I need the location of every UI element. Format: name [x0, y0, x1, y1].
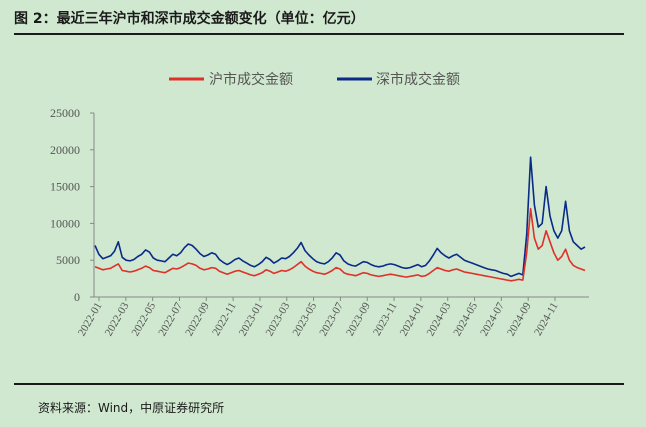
- series-lines: [94, 156, 586, 282]
- x-tick-label: 2022-11: [210, 301, 239, 338]
- legend-label-sz: 深市成交金额: [376, 71, 460, 88]
- x-tick-label: 2023-11: [371, 301, 400, 338]
- footer-divider: [14, 383, 624, 385]
- figure-title: 图 2：最近三年沪市和深市成交金额变化（单位：亿元）: [14, 11, 365, 27]
- x-tick-label: 2024-05: [451, 300, 480, 338]
- x-tick-label: 2022-01: [76, 301, 105, 339]
- series-line-sh: [94, 207, 586, 282]
- x-tick-label: 2023-03: [264, 300, 293, 338]
- x-tick-label: 2023-01: [237, 301, 266, 339]
- source-note: 资料来源：Wind，中原证券研究所: [38, 401, 225, 415]
- x-tick-label: 2022-03: [103, 300, 132, 338]
- x-tick-label: 2022-07: [156, 300, 185, 338]
- y-tick-label: 25000: [50, 106, 80, 120]
- y-tick-label: 0: [74, 290, 80, 304]
- x-tick-label: 2024-11: [532, 301, 561, 338]
- chart-legend: 沪市成交金额 深市成交金额: [169, 71, 460, 88]
- y-tick-label: 10000: [50, 216, 80, 230]
- x-tick-label: 2024-07: [478, 300, 507, 338]
- x-tick-label: 2024-09: [505, 300, 534, 338]
- x-tick-label: 2024-01: [398, 301, 427, 339]
- title-divider: [14, 33, 624, 35]
- line-chart: 沪市成交金额 深市成交金额 0500010000150002000025000 …: [50, 71, 589, 338]
- y-axis-ticks: 0 5000 10000 15000 20000 25000: [50, 106, 94, 304]
- x-axis-ticks: 2022-012022-032022-052022-072022-092022-…: [76, 297, 561, 338]
- x-tick-label: 2023-07: [317, 300, 346, 338]
- x-tick-label: 2023-05: [290, 300, 319, 338]
- x-tick-label: 2024-03: [425, 300, 454, 338]
- y-tick-label: 5000: [56, 253, 80, 267]
- x-tick-label: 2022-09: [183, 300, 212, 338]
- y-tick-label: 15000: [50, 180, 80, 194]
- series-line-sz: [94, 156, 586, 278]
- y-tick-label: 20000: [50, 143, 80, 157]
- x-tick-label: 2022-05: [130, 300, 159, 338]
- x-tick-label: 2023-09: [344, 300, 373, 338]
- legend-label-sh: 沪市成交金额: [209, 71, 293, 88]
